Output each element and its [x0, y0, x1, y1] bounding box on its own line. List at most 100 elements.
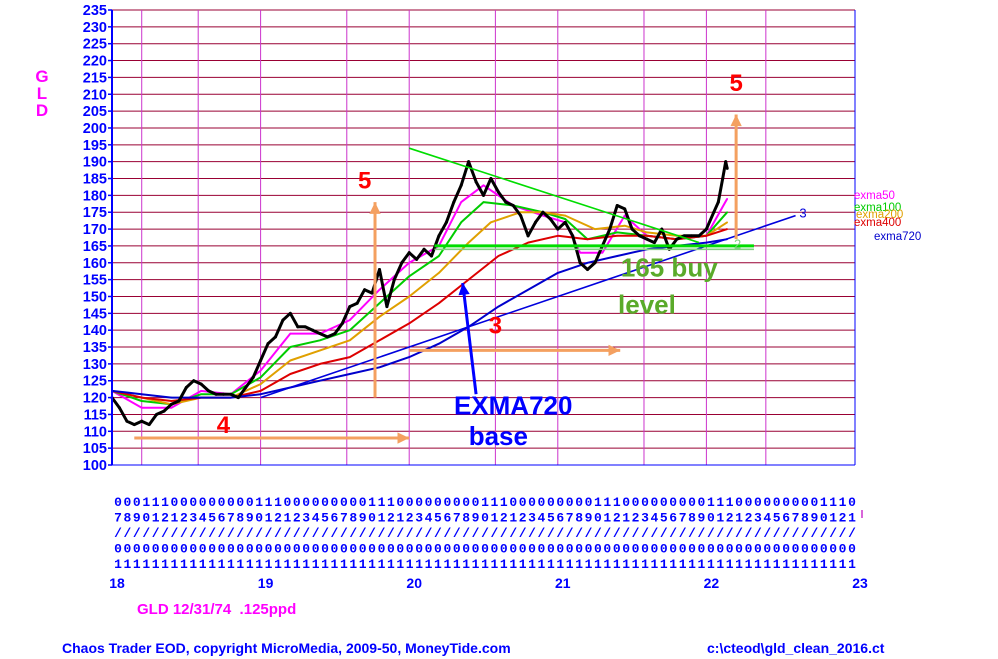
y-tick-label: 210 — [83, 87, 107, 103]
x-tick-char: 0 — [171, 542, 179, 557]
data-point-gld — [496, 190, 500, 194]
data-point-gld — [716, 200, 720, 204]
x-tick-char: 1 — [114, 557, 122, 572]
data-point-exma400 — [467, 278, 470, 281]
data-point-gld — [207, 389, 211, 393]
x-tick-char: 8 — [688, 511, 696, 526]
x-tick-char: / — [801, 526, 809, 541]
data-point-exma720 — [527, 288, 529, 291]
data-point-exma50 — [259, 369, 262, 372]
x-tick-char: 1 — [716, 495, 724, 510]
data-point-exma100 — [140, 400, 143, 402]
x-tick-char: / — [603, 526, 611, 541]
y-tick-label: 205 — [83, 104, 107, 120]
x-tick-char: 0 — [340, 495, 348, 510]
x-tick-char: 0 — [378, 542, 386, 557]
x-tick-char: 0 — [396, 542, 404, 557]
x-tick-label: 02/01 — [519, 495, 527, 572]
x-tick-char: 2 — [293, 511, 301, 526]
x-tick-char: 5 — [321, 511, 329, 526]
x-tick-char: 0 — [368, 542, 376, 557]
x-tick-char: 5 — [773, 511, 781, 526]
x-tick-char: 0 — [491, 542, 499, 557]
x-tick-char: 1 — [331, 557, 339, 572]
x-tick-char: 1 — [820, 495, 828, 510]
x-tick-char: / — [660, 526, 668, 541]
x-tick-char: 9 — [246, 511, 254, 526]
data-point-gld — [586, 268, 590, 272]
data-point-exma100 — [726, 211, 729, 214]
x-tick-char: / — [698, 526, 706, 541]
data-point-exma720 — [348, 373, 351, 375]
x-tick-char: 1 — [603, 495, 611, 510]
data-point-exma720 — [200, 396, 202, 399]
x-tick-char: 0 — [848, 495, 856, 510]
x-tick-char: 0 — [603, 542, 611, 557]
x-tick-label: 12/01 — [726, 495, 734, 572]
data-point-exma200 — [289, 359, 292, 362]
x-tick-char: / — [208, 526, 216, 541]
x-tick-char: / — [745, 526, 753, 541]
x-tick-char: / — [491, 526, 499, 541]
data-point-gld — [675, 237, 679, 241]
x-tick-char: 0 — [707, 542, 715, 557]
y-tick-label: 185 — [83, 172, 107, 188]
x-tick-label: 03/01 — [528, 495, 536, 572]
data-point-gld — [541, 210, 545, 214]
data-point-gld — [593, 261, 597, 265]
legend-entry-exma400: exma400 — [854, 217, 901, 229]
x-tick-char: / — [810, 526, 818, 541]
x-tick-char: 0 — [208, 542, 216, 557]
data-point-exma200 — [408, 295, 411, 298]
x-tick-char: 0 — [745, 542, 753, 557]
y-tick-label: 190 — [83, 155, 107, 171]
x-tick-char: 3 — [641, 511, 649, 526]
x-tick-char: 8 — [349, 511, 357, 526]
data-point-gld — [638, 234, 642, 238]
x-tick-char: 1 — [735, 557, 743, 572]
data-point-gld — [526, 234, 530, 238]
x-tick-char: 0 — [443, 495, 451, 510]
data-point-gld — [467, 160, 471, 164]
x-tick-char: 1 — [283, 511, 291, 526]
x-tick-char: 7 — [227, 511, 235, 526]
x-tick-label: 08/01 — [462, 495, 470, 572]
x-tick-char: 0 — [820, 511, 828, 526]
x-tick-label: 07/01 — [792, 495, 800, 572]
x-tick-label: 04/01 — [312, 495, 320, 572]
x-tick-char: / — [283, 526, 291, 541]
x-tick-char: / — [274, 526, 282, 541]
x-tick-char: 1 — [782, 557, 790, 572]
x-tick-char: / — [509, 526, 517, 541]
x-tick-char: 0 — [509, 542, 517, 557]
x-tick-label: 05/01 — [773, 495, 781, 572]
data-point-gld — [288, 311, 292, 315]
x-tick-char: 0 — [698, 542, 706, 557]
x-tick-char: 2 — [726, 511, 734, 526]
x-tick-char: 0 — [406, 495, 414, 510]
x-tick-char: 1 — [472, 557, 480, 572]
x-tick-char: / — [443, 526, 451, 541]
x-tick-char: 9 — [698, 511, 706, 526]
x-tick-char: / — [124, 526, 132, 541]
x-tick-char: 0 — [133, 495, 141, 510]
x-tick-label: 12/01 — [387, 495, 395, 572]
y-tick-label: 110 — [84, 424, 107, 440]
x-tick-char: 0 — [180, 542, 188, 557]
x-tick-char: 0 — [839, 542, 847, 557]
x-tick-char: 9 — [472, 511, 480, 526]
data-point-exma100 — [482, 201, 485, 203]
x-tick-char: 0 — [669, 495, 677, 510]
data-point-exma200 — [594, 228, 596, 230]
x-tick-char: 0 — [792, 542, 800, 557]
x-tick-char: 0 — [255, 542, 263, 557]
x-tick-char: / — [415, 526, 423, 541]
x-tick-char: 1 — [396, 557, 404, 572]
data-point-gld — [214, 392, 218, 396]
x-tick-char: / — [754, 526, 762, 541]
x-tick-label: 01/01 — [509, 495, 517, 572]
x-tick-char: 0 — [763, 495, 771, 510]
legend-entry-exma720: exma720 — [874, 231, 921, 243]
x-tick-label: 12/01 — [274, 495, 282, 572]
x-tick-label: 09/01 — [246, 495, 254, 572]
